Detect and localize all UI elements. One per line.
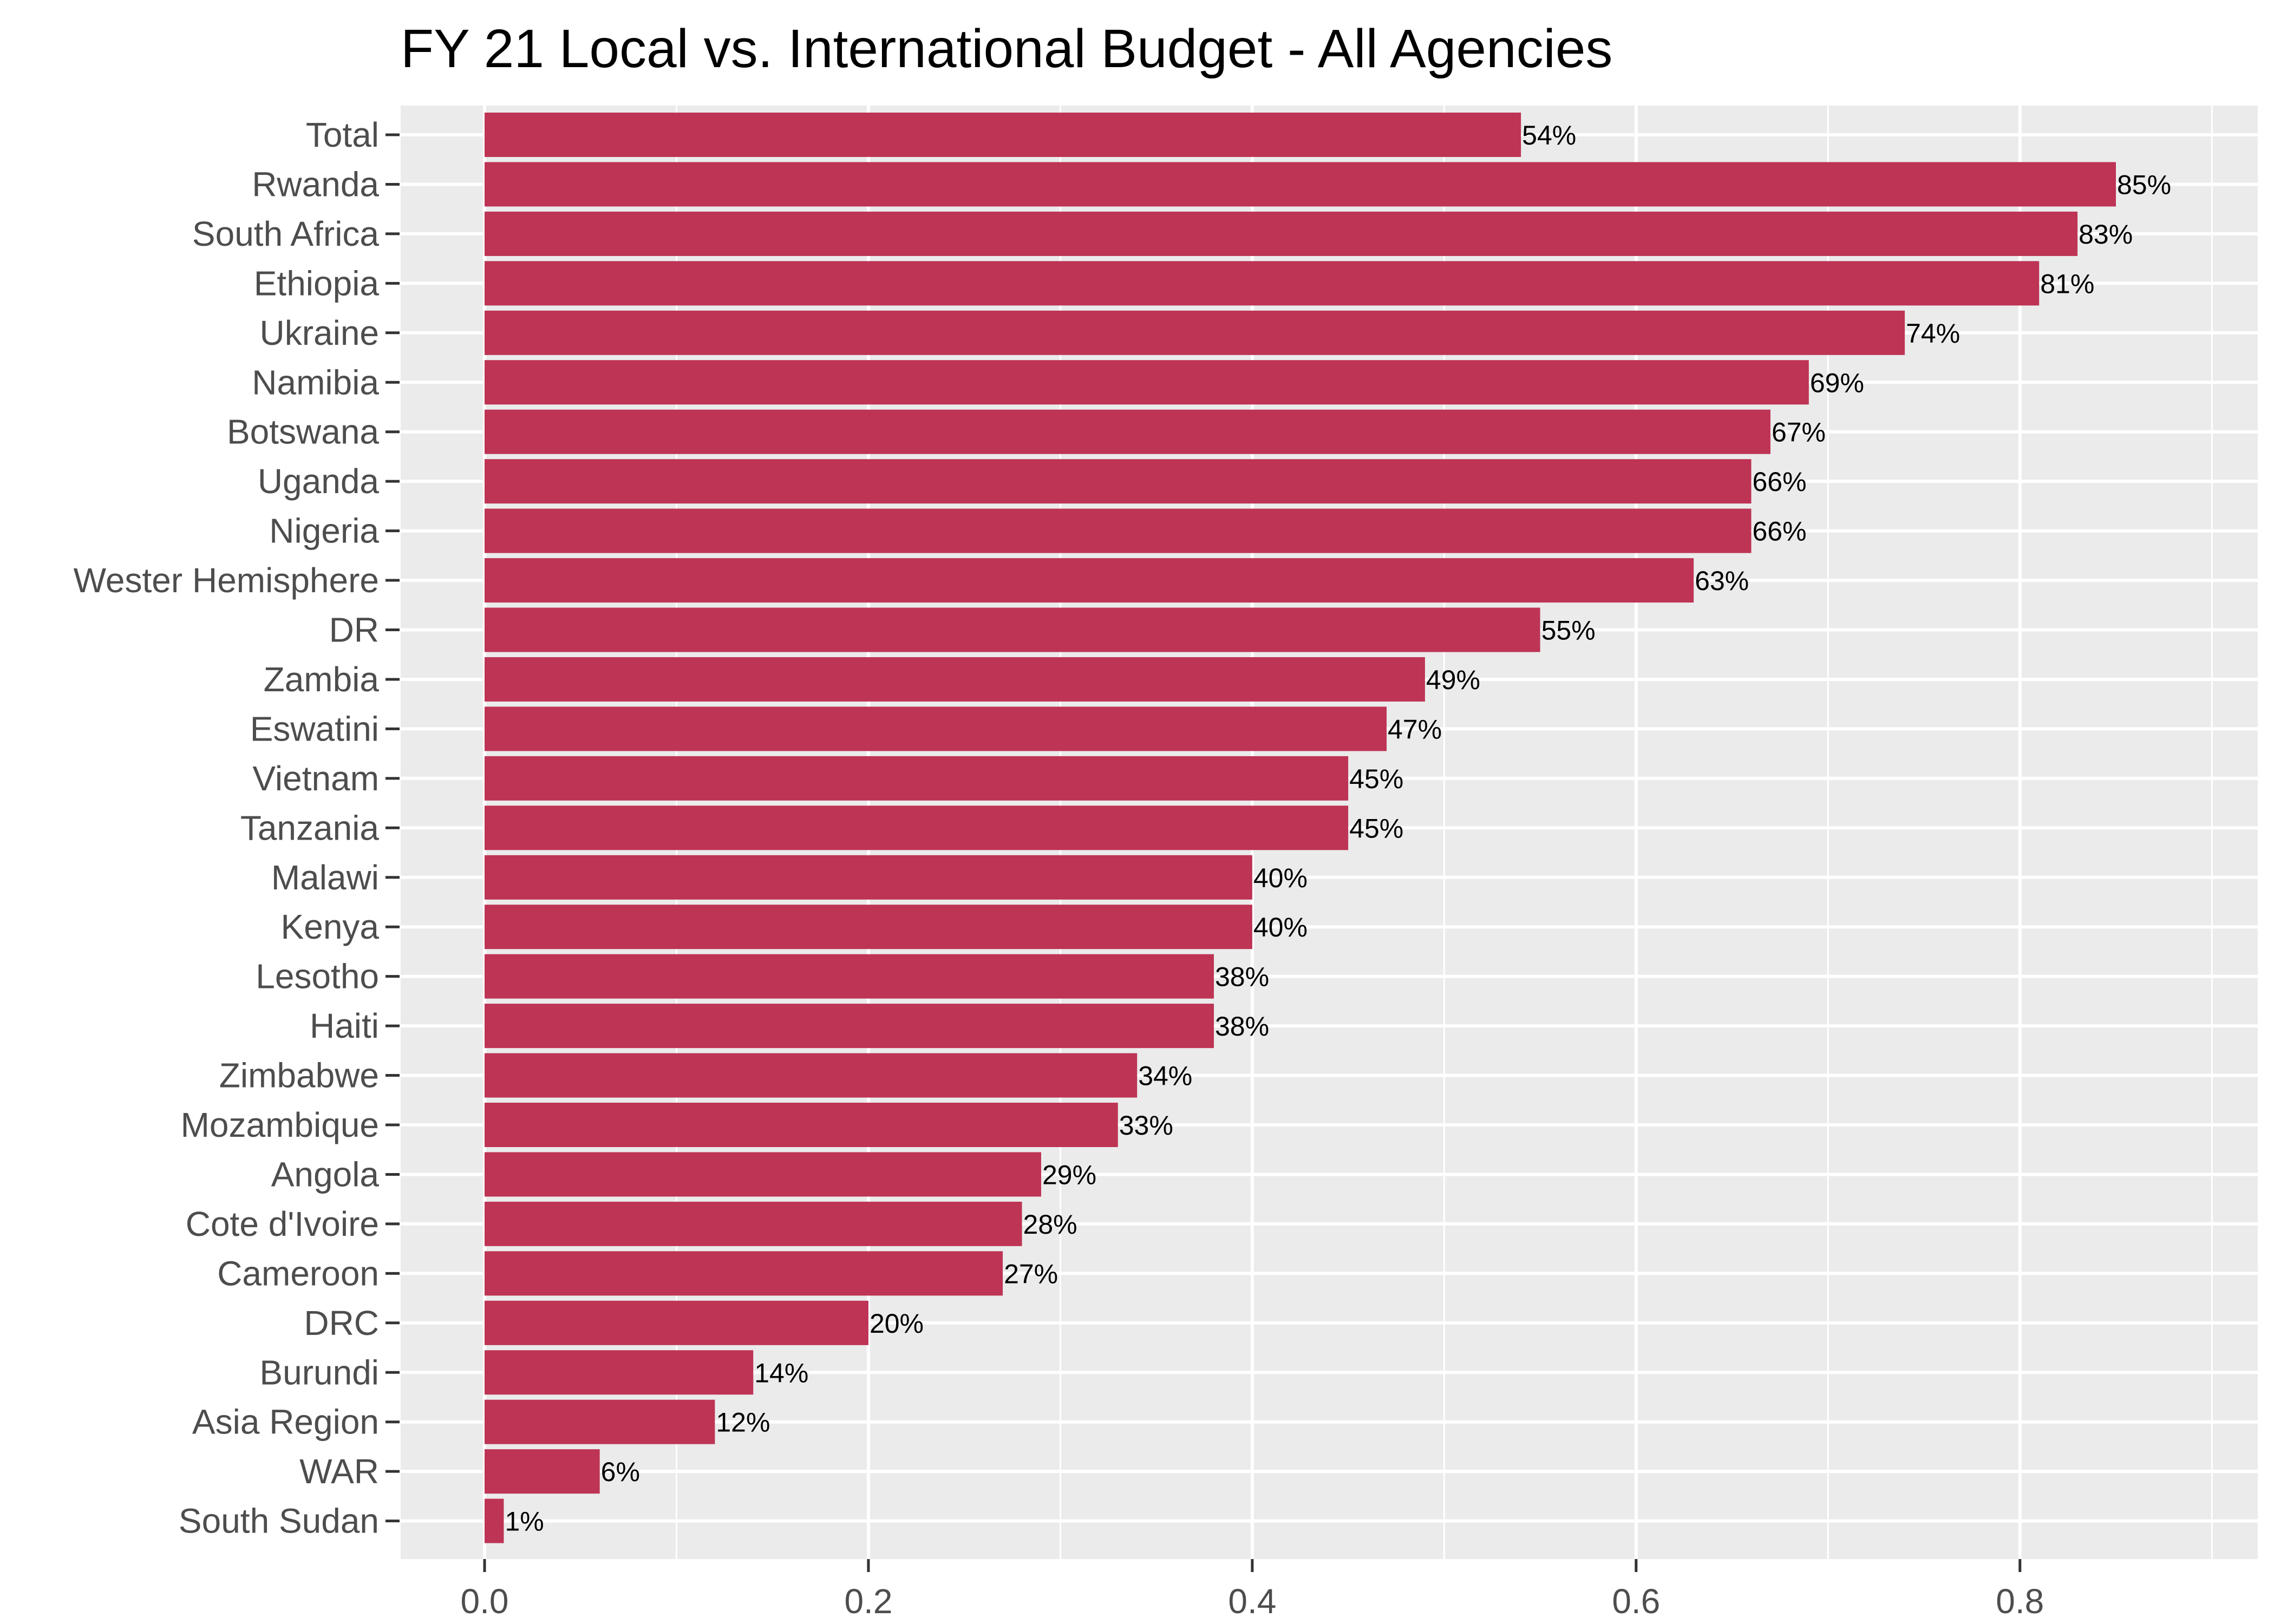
bar [485,1449,600,1494]
x-tick-label: 0.4 [1228,1582,1276,1621]
data-label: 74% [1906,318,1960,349]
bar [485,1201,1022,1246]
data-label: 40% [1253,912,1308,942]
bar [485,113,1521,157]
y-tick-label: Haiti [310,1006,379,1045]
bar [485,855,1252,900]
data-label: 66% [1753,516,1807,547]
y-tick-label: Mozambique [181,1105,379,1144]
bar [485,607,1540,652]
y-tick-label: Eswatini [250,709,379,748]
data-label: 6% [601,1457,640,1487]
y-tick-label: Malawi [271,858,379,897]
x-tick-label: 0.6 [1612,1582,1660,1621]
data-label: 45% [1349,764,1403,794]
bar [485,508,1752,553]
y-tick-label: Lesotho [256,957,379,996]
y-tick-label: Botswana [227,412,379,451]
data-label: 29% [1042,1160,1096,1190]
x-tick-label: 0.2 [844,1582,892,1621]
data-label: 63% [1695,566,1749,596]
y-tick-label: Uganda [258,462,380,501]
bar [485,1251,1003,1296]
bar [485,1103,1118,1147]
y-tick-label: DRC [304,1304,379,1343]
data-label: 83% [2079,219,2133,250]
bar [485,211,2078,256]
data-label: 54% [1522,120,1576,150]
bar [485,1300,868,1345]
bar [485,261,2040,306]
bar [485,162,2116,207]
y-tick-label: Cameroon [217,1254,379,1293]
data-label: 69% [1810,368,1864,398]
x-tick-label: 0.0 [461,1582,509,1621]
data-label: 14% [754,1358,808,1388]
bar [485,706,1387,751]
data-label: 27% [1004,1259,1058,1289]
bar [485,905,1252,949]
data-label: 1% [505,1507,544,1537]
y-tick-label: Burundi [259,1353,379,1392]
y-tick-label: Ukraine [259,313,379,352]
y-tick-label: Nigeria [269,512,379,551]
y-tick-label: Ethiopia [254,264,380,303]
data-label: 45% [1349,813,1403,843]
y-tick-label: Zambia [264,660,380,699]
data-labels: 54%85%83%81%74%69%67%66%66%63%55%49%47%4… [505,120,2171,1537]
data-label: 55% [1541,615,1596,646]
data-label: 12% [716,1407,770,1438]
bar [485,409,1770,454]
data-label: 49% [1426,665,1480,695]
bar [485,360,1809,405]
data-label: 67% [1772,417,1826,448]
bar [485,1004,1214,1049]
bar [485,558,1694,603]
bar [485,756,1349,801]
bars [485,113,2116,1543]
y-tick-label: Rwanda [252,165,379,204]
bar [485,1498,504,1543]
y-tick-label: Namibia [252,363,379,402]
chart-title: FY 21 Local vs. International Budget - A… [401,18,1613,79]
data-label: 38% [1215,962,1269,992]
y-tick-label: Asia Region [192,1403,379,1442]
data-label: 34% [1138,1061,1192,1091]
y-tick-label: Cote d'Ivoire [186,1204,379,1243]
y-tick-label: South Sudan [179,1502,379,1541]
bar [485,310,1905,355]
y-tick-label: DR [329,611,379,650]
y-tick-label: WAR [299,1452,379,1491]
y-axis: Total Rwanda South Africa Ethiopia Ukraine Na… [74,115,400,1541]
y-tick-label: Vietnam [252,759,379,798]
y-tick-label: Zimbabwe [219,1056,379,1095]
x-tick-label: 0.8 [1996,1582,2044,1621]
bar [485,459,1752,504]
bar [485,806,1349,850]
data-label: 33% [1119,1110,1173,1141]
data-label: 28% [1023,1209,1077,1240]
data-label: 66% [1753,467,1807,497]
y-tick-label: Kenya [281,907,380,946]
bar [485,657,1425,702]
data-label: 40% [1253,863,1308,893]
bar [485,954,1214,999]
y-tick-label: Wester Hemisphere [74,561,379,600]
data-label: 47% [1388,714,1442,744]
data-label: 85% [2117,169,2171,200]
y-tick-label: Angola [271,1155,380,1194]
data-label: 81% [2040,269,2094,299]
x-axis: 0.0 0.2 0.4 0.6 0.8 [461,1559,2044,1621]
data-label: 20% [870,1308,924,1339]
data-label: 38% [1215,1011,1269,1042]
y-tick-label: Tanzania [240,808,380,847]
bar [485,1399,715,1444]
y-tick-label: South Africa [192,214,380,253]
bar [485,1053,1138,1098]
y-tick-label: Total [306,115,379,154]
bar [485,1350,754,1395]
bar [485,1152,1041,1197]
